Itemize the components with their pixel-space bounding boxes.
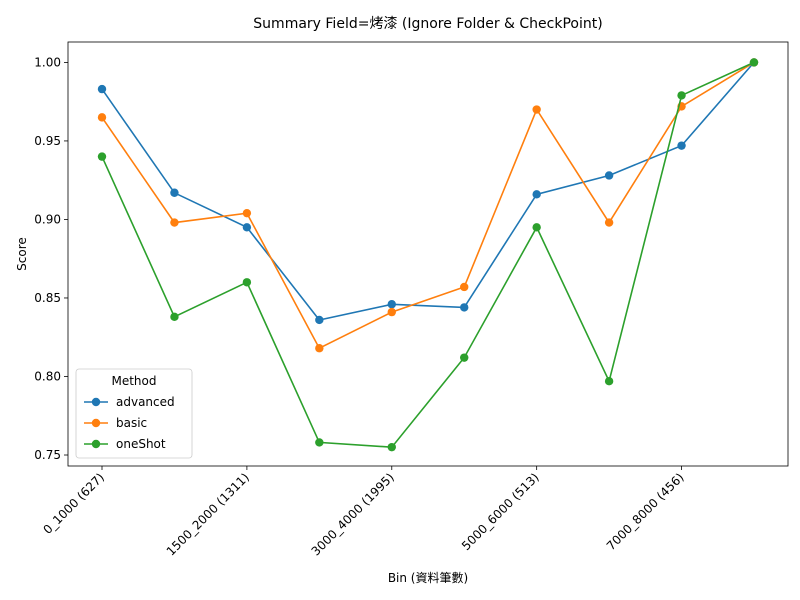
y-tick-label: 0.95	[34, 134, 61, 148]
y-tick-label: 0.90	[34, 212, 61, 226]
data-point-oneShot	[677, 91, 686, 100]
legend-marker-basic	[91, 418, 101, 428]
axes-frame	[67, 41, 789, 467]
data-point-advanced	[315, 315, 324, 325]
data-point-basic	[604, 218, 614, 227]
data-point-oneShot	[242, 278, 252, 287]
legend-label-advanced: advanced	[116, 395, 175, 409]
data-point-basic	[387, 307, 396, 317]
data-point-basic	[460, 282, 469, 292]
data-point-basic	[242, 208, 252, 218]
y-tick-label: 1.00	[34, 55, 61, 69]
data-point-oneShot	[387, 442, 396, 452]
data-point-oneShot	[315, 438, 324, 447]
legend-title: Method	[111, 374, 156, 388]
series-line-basic	[101, 61, 755, 350]
y-tick-label: 0.85	[34, 291, 61, 305]
y-tick-label: 0.80	[34, 369, 61, 383]
data-point-oneShot	[170, 312, 179, 322]
data-point-advanced	[604, 171, 614, 180]
data-point-advanced	[97, 84, 107, 94]
legend-label-basic: basic	[116, 416, 147, 430]
data-point-basic	[532, 105, 541, 114]
data-point-advanced	[532, 190, 541, 199]
legend-marker-oneShot	[91, 439, 101, 449]
data-point-oneShot	[97, 152, 107, 161]
data-point-advanced	[242, 223, 252, 232]
data-point-advanced	[677, 141, 686, 150]
legend-marker-advanced	[91, 397, 101, 407]
data-point-oneShot	[532, 223, 541, 232]
legend: Method advanced basic oneShot	[75, 368, 193, 459]
y-tick-label: 0.75	[34, 448, 61, 462]
chart-title: Summary Field=烤漆 (Ignore Folder & CheckP…	[253, 16, 602, 32]
data-point-advanced	[170, 188, 179, 197]
data-point-oneShot	[749, 58, 759, 67]
legend-box	[75, 368, 193, 459]
y-axis-label: Score	[15, 237, 29, 271]
data-point-basic	[97, 113, 107, 122]
series-line-oneShot	[101, 61, 755, 449]
data-point-oneShot	[460, 353, 469, 362]
x-axis-label: Bin (資料筆數)	[388, 571, 468, 585]
data-point-basic	[315, 344, 324, 353]
data-point-basic	[170, 218, 179, 227]
series-line-advanced	[101, 61, 755, 321]
data-point-advanced	[460, 303, 469, 312]
legend-label-oneShot: oneShot	[116, 437, 166, 451]
data-point-advanced	[387, 300, 396, 309]
data-point-oneShot	[604, 377, 614, 386]
